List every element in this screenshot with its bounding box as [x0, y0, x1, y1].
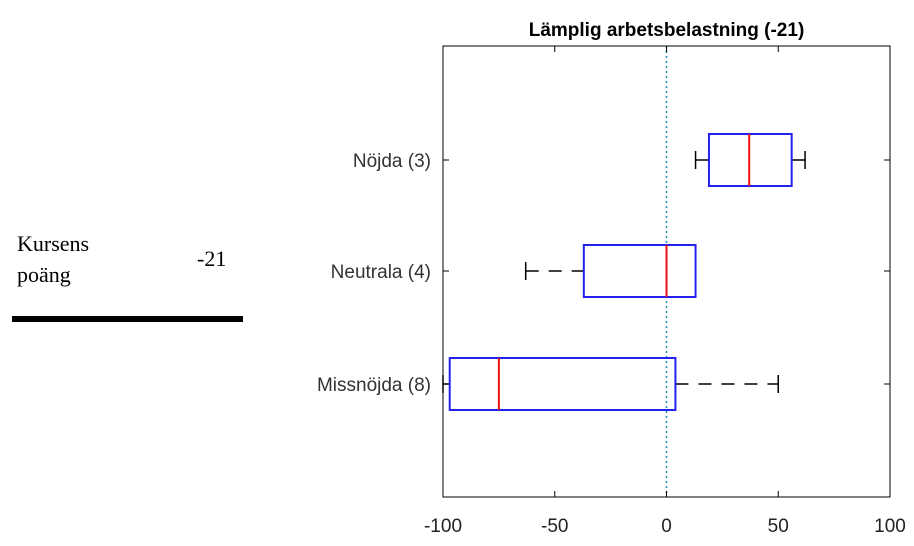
chart-title: Lämplig arbetsbelastning (-21) [529, 20, 805, 41]
y-category-label: Nöjda (3) [353, 151, 431, 172]
x-tick-label: 50 [768, 516, 789, 537]
x-tick-label: 100 [874, 516, 906, 537]
side-table-label-line2: poäng [17, 262, 71, 287]
y-category-label: Missnöjda (8) [317, 375, 431, 396]
box [582, 244, 697, 298]
side-table-rule [12, 316, 243, 322]
side-table-value: -21 [197, 246, 227, 271]
side-table-label: Kursens poäng [17, 228, 137, 290]
x-tick-label: -100 [424, 516, 462, 537]
box [448, 357, 677, 411]
side-table-label-line1: Kursens [17, 231, 90, 256]
box [707, 133, 793, 187]
x-tick-label: 0 [661, 516, 672, 537]
x-tick-label: -50 [541, 516, 568, 537]
y-category-label: Neutrala (4) [331, 262, 431, 283]
